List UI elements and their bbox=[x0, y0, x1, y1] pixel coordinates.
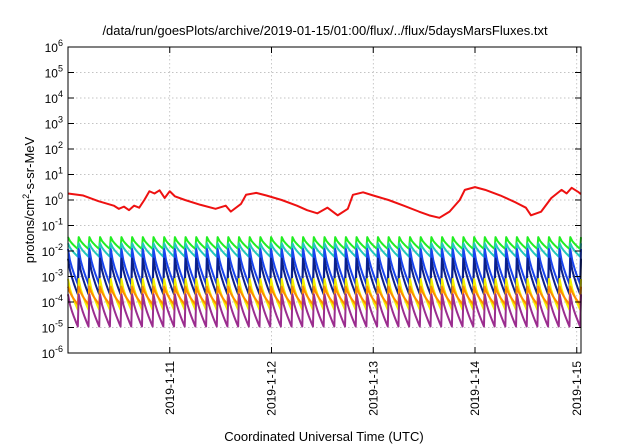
y-tick-label: 101 bbox=[45, 166, 63, 183]
y-tick-base: 10 bbox=[42, 296, 56, 310]
y-tick-label: 10-5 bbox=[42, 319, 63, 336]
y-axis-label-prefix: protons/cm bbox=[22, 199, 37, 263]
series-layer bbox=[67, 186, 582, 328]
x-axis-label: Coordinated Universal Time (UTC) bbox=[224, 429, 423, 444]
x-tick-label: 2019-1-11 bbox=[163, 361, 177, 415]
y-tick-base: 10 bbox=[45, 143, 59, 157]
x-tick-label: 2019-1-12 bbox=[265, 361, 279, 416]
y-axis-ticks: 10-610-510-410-310-210-11001011021031041… bbox=[42, 38, 581, 361]
y-axis-label-sup: 2 bbox=[21, 194, 31, 199]
y-tick-label: 104 bbox=[45, 89, 63, 106]
y-tick-exp: 6 bbox=[58, 38, 63, 48]
series-line bbox=[67, 293, 582, 328]
y-tick-base: 10 bbox=[42, 322, 56, 336]
y-tick-exp: -2 bbox=[55, 242, 63, 252]
y-tick-base: 10 bbox=[45, 194, 59, 208]
y-tick-exp: 3 bbox=[58, 115, 63, 125]
y-tick-exp: -5 bbox=[55, 319, 63, 329]
x-tick-label: 2019-1-13 bbox=[366, 361, 380, 416]
y-tick-exp: 5 bbox=[58, 64, 63, 74]
y-tick-label: 10-3 bbox=[42, 268, 63, 285]
y-tick-base: 10 bbox=[45, 67, 59, 81]
chart-title: /data/run/goesPlots/archive/2019-01-15/0… bbox=[102, 23, 548, 38]
y-tick-exp: -4 bbox=[55, 293, 63, 303]
y-tick-label: 10-6 bbox=[42, 344, 63, 361]
y-axis-label-suffix: -s-sr-MeV bbox=[22, 136, 37, 193]
y-tick-label: 100 bbox=[45, 191, 63, 208]
y-tick-base: 10 bbox=[42, 347, 56, 361]
y-axis-label: protons/cm2-s-sr-MeV bbox=[21, 136, 37, 263]
x-tick-label: 2019-1-15 bbox=[570, 361, 584, 416]
y-tick-label: 106 bbox=[45, 38, 63, 55]
series-line bbox=[67, 277, 582, 311]
y-tick-base: 10 bbox=[42, 220, 56, 234]
series-line bbox=[67, 242, 582, 258]
y-tick-label: 10-2 bbox=[42, 242, 63, 259]
y-tick-base: 10 bbox=[45, 118, 59, 132]
series-line bbox=[67, 285, 582, 306]
y-tick-base: 10 bbox=[42, 271, 56, 285]
y-tick-label: 102 bbox=[45, 140, 63, 157]
x-axis-ticks: 2019-1-11 2019-1-12 2019-1-13 2019-1-14 2019… bbox=[163, 47, 584, 416]
y-tick-exp: -6 bbox=[55, 344, 63, 354]
y-tick-label: 10-4 bbox=[42, 293, 63, 310]
y-tick-label: 103 bbox=[45, 115, 63, 132]
series-line bbox=[67, 186, 582, 219]
x-tick-label: 2019-1-14 bbox=[468, 361, 482, 416]
y-tick-base: 10 bbox=[45, 92, 59, 106]
y-tick-label: 10-1 bbox=[42, 217, 63, 234]
y-tick-exp: -1 bbox=[55, 217, 63, 227]
y-tick-exp: 4 bbox=[58, 89, 63, 99]
series-line bbox=[67, 236, 582, 250]
y-tick-base: 10 bbox=[45, 41, 59, 55]
series-line bbox=[67, 247, 582, 286]
y-tick-exp: -3 bbox=[55, 268, 63, 278]
y-tick-exp: 0 bbox=[58, 191, 63, 201]
y-tick-label: 105 bbox=[45, 64, 63, 81]
y-tick-exp: 2 bbox=[58, 140, 63, 150]
y-tick-base: 10 bbox=[45, 169, 59, 183]
y-tick-exp: 1 bbox=[58, 166, 63, 176]
series-line bbox=[67, 257, 582, 296]
y-tick-base: 10 bbox=[42, 245, 56, 259]
